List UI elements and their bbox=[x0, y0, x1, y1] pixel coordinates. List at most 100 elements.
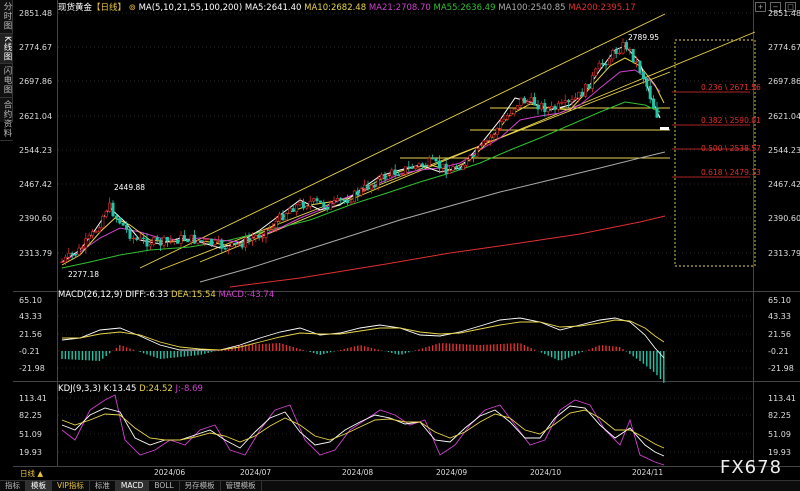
candle-body bbox=[607, 58, 611, 66]
candle-body bbox=[652, 98, 656, 109]
candle-body bbox=[244, 237, 248, 248]
kdj-k-value: K:13.45 bbox=[103, 384, 137, 394]
candle-body bbox=[325, 206, 329, 210]
zoom-in-icon[interactable]: + bbox=[755, 2, 766, 12]
candle-body bbox=[645, 78, 649, 87]
macd-tick: -0.21 bbox=[768, 347, 789, 356]
maximize-icon[interactable]: □ bbox=[785, 2, 796, 12]
candle-body bbox=[451, 166, 455, 171]
support-lines[interactable] bbox=[400, 107, 670, 159]
period-label[interactable]: 【日线】 bbox=[92, 3, 127, 13]
candle-body bbox=[172, 239, 176, 241]
toolbar-standard[interactable]: 标准 bbox=[90, 481, 116, 491]
candle-body bbox=[346, 199, 350, 204]
candle-body bbox=[539, 102, 543, 110]
fib-0618: 0.618 \ 2479.13 bbox=[701, 168, 761, 177]
candle-body bbox=[563, 100, 567, 103]
candlesticks[interactable] bbox=[60, 38, 659, 265]
last-price-marker bbox=[660, 127, 669, 130]
candle-body bbox=[223, 248, 227, 250]
price-tick: 2851.48 bbox=[19, 9, 53, 18]
fib-zone-box[interactable] bbox=[674, 39, 756, 267]
tab-contract[interactable]: 合约资料 bbox=[0, 98, 13, 141]
candle-body bbox=[519, 97, 523, 106]
date-tick: 2024/07 bbox=[240, 468, 272, 477]
candle-body bbox=[261, 237, 265, 239]
tab-timeshare[interactable]: 分时图 bbox=[0, 0, 13, 34]
candle-body bbox=[461, 164, 465, 170]
price-tick: 2390.60 bbox=[768, 214, 800, 223]
toolbar-macd[interactable]: MACD bbox=[115, 481, 150, 491]
candle-body bbox=[349, 201, 353, 204]
tab-kline[interactable]: K线图 bbox=[0, 33, 13, 65]
candle-body bbox=[420, 163, 424, 166]
candle-body bbox=[471, 155, 475, 157]
candle-body bbox=[526, 101, 530, 104]
candle-body bbox=[284, 213, 288, 221]
tab-flash[interactable]: 闪电图 bbox=[0, 64, 13, 98]
candle-body bbox=[488, 136, 492, 141]
ma200-line bbox=[229, 215, 666, 288]
candle-body bbox=[448, 170, 452, 174]
kdj-tick: 19.93 bbox=[768, 448, 791, 457]
candle-body bbox=[390, 169, 394, 177]
ma5-value: MA5:2641.40 bbox=[244, 3, 302, 13]
toolbar-template[interactable]: 模板 bbox=[26, 481, 52, 491]
candle-body bbox=[182, 235, 186, 241]
candle-body bbox=[237, 243, 241, 245]
price-tick: 2851.48 bbox=[768, 9, 800, 18]
candle-body bbox=[648, 85, 652, 100]
candle-body bbox=[485, 140, 489, 142]
candle-body bbox=[356, 190, 360, 196]
ma100-line bbox=[199, 151, 666, 283]
candle-body bbox=[101, 215, 105, 229]
candle-body bbox=[210, 238, 214, 245]
macd-title: MACD(26,12,9) bbox=[58, 290, 123, 300]
settings-icon[interactable]: ⊚ bbox=[128, 3, 136, 13]
toolbar-boll[interactable]: BOLL bbox=[149, 481, 180, 491]
macd-diff-line bbox=[61, 317, 665, 359]
toolbar-save-template[interactable]: 另存模板 bbox=[180, 481, 221, 491]
candle-body bbox=[597, 62, 601, 70]
candle-body bbox=[145, 238, 149, 247]
price-tick: 2390.60 bbox=[19, 214, 53, 223]
price-tick: 2467.42 bbox=[768, 180, 800, 189]
candle-body bbox=[155, 237, 159, 241]
toolbar-indicator[interactable]: 指标 bbox=[0, 481, 26, 491]
candle-body bbox=[635, 61, 639, 63]
toolbar-manage-template[interactable]: 管理模板 bbox=[221, 481, 262, 491]
candle-body bbox=[454, 166, 458, 169]
chart-canvas[interactable]: 2789.95 2277.18 2449.88 0.236 \ 2671.56 … bbox=[0, 0, 800, 480]
zoom-out-icon[interactable]: − bbox=[770, 2, 781, 12]
candle-body bbox=[295, 204, 299, 212]
price-tick: 2313.79 bbox=[768, 249, 800, 258]
candle-body bbox=[601, 62, 605, 65]
candle-body bbox=[502, 119, 506, 123]
price-tick: 2544.23 bbox=[768, 146, 800, 155]
candle-body bbox=[465, 158, 469, 166]
candle-body bbox=[376, 178, 380, 188]
fib-0382: 0.382 \ 2590.01 bbox=[701, 116, 761, 125]
price-legend: 现货黄金【日线】 ⊚ MA(5,10,21,55,100,200) MA5:26… bbox=[58, 3, 636, 14]
candle-body bbox=[230, 242, 234, 247]
candle-body bbox=[271, 227, 275, 230]
candle-body bbox=[560, 102, 564, 104]
candle-body bbox=[509, 113, 513, 116]
price-tick: 2697.86 bbox=[19, 77, 53, 86]
trend-channel[interactable] bbox=[139, 13, 756, 271]
price-tick: 2621.04 bbox=[768, 112, 800, 121]
date-tick: 2024/10 bbox=[530, 468, 562, 477]
candle-body bbox=[291, 208, 295, 212]
kdj-k-line bbox=[61, 405, 665, 457]
price-tick: 2621.04 bbox=[19, 112, 53, 121]
candle-body bbox=[267, 228, 271, 231]
candle-body bbox=[417, 163, 421, 167]
toolbar-vip[interactable]: VIP指标 bbox=[52, 481, 90, 491]
period-selector[interactable]: 日线 ▲ bbox=[20, 469, 44, 478]
candle-body bbox=[352, 190, 356, 203]
ma10-value: MA10:2682.48 bbox=[304, 3, 367, 13]
candle-body bbox=[135, 237, 139, 241]
macd-tick: 21.56 bbox=[768, 330, 791, 339]
candle-body bbox=[437, 160, 441, 169]
candle-body bbox=[118, 217, 122, 224]
